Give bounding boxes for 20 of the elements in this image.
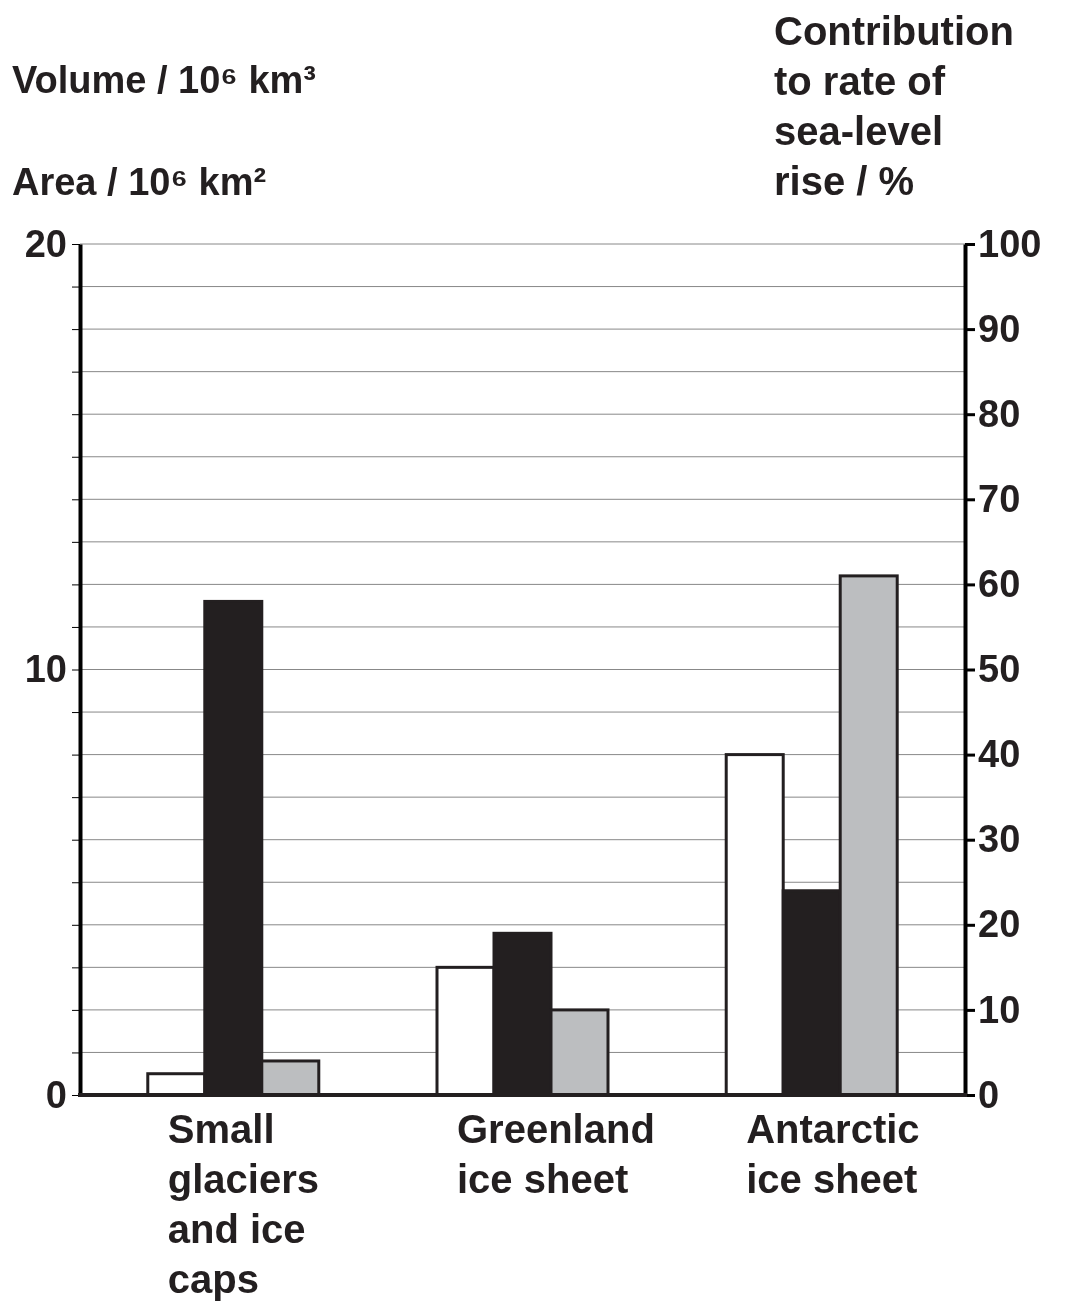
y-axis-title: Volume / 10⁶ km³ [12,59,316,101]
y2-tick-label: 20 [978,903,1021,946]
text: Area / 10⁶ km² [12,161,267,203]
y-tick-label: 0 [45,1073,67,1116]
y2-tick-label: 50 [978,648,1021,691]
x-tick-label: Greenland ice sheet [457,1107,655,1201]
y2-tick-label: 30 [978,818,1021,861]
y2-tick-label: 40 [978,733,1021,776]
y2-tick-label: 0 [978,1073,1000,1116]
y2-axis-title: Contribution to rate of sea-level rise / % [774,9,1014,203]
x-tick-label: Small glaciers and ice caps [167,1107,319,1301]
y2-tick-label: 60 [978,563,1021,606]
y-tick-label: 10 [24,648,67,691]
x-tick-label: Antarctic ice sheet [746,1107,920,1201]
y2-tick-label: 70 [978,477,1021,520]
y2-tick-label: 80 [978,392,1021,435]
y2-tick-label: 10 [978,988,1021,1031]
y-tick-label: 20 [24,222,67,265]
y2-tick-label: 90 [978,307,1021,350]
y2-tick-label: 100 [978,222,1042,265]
